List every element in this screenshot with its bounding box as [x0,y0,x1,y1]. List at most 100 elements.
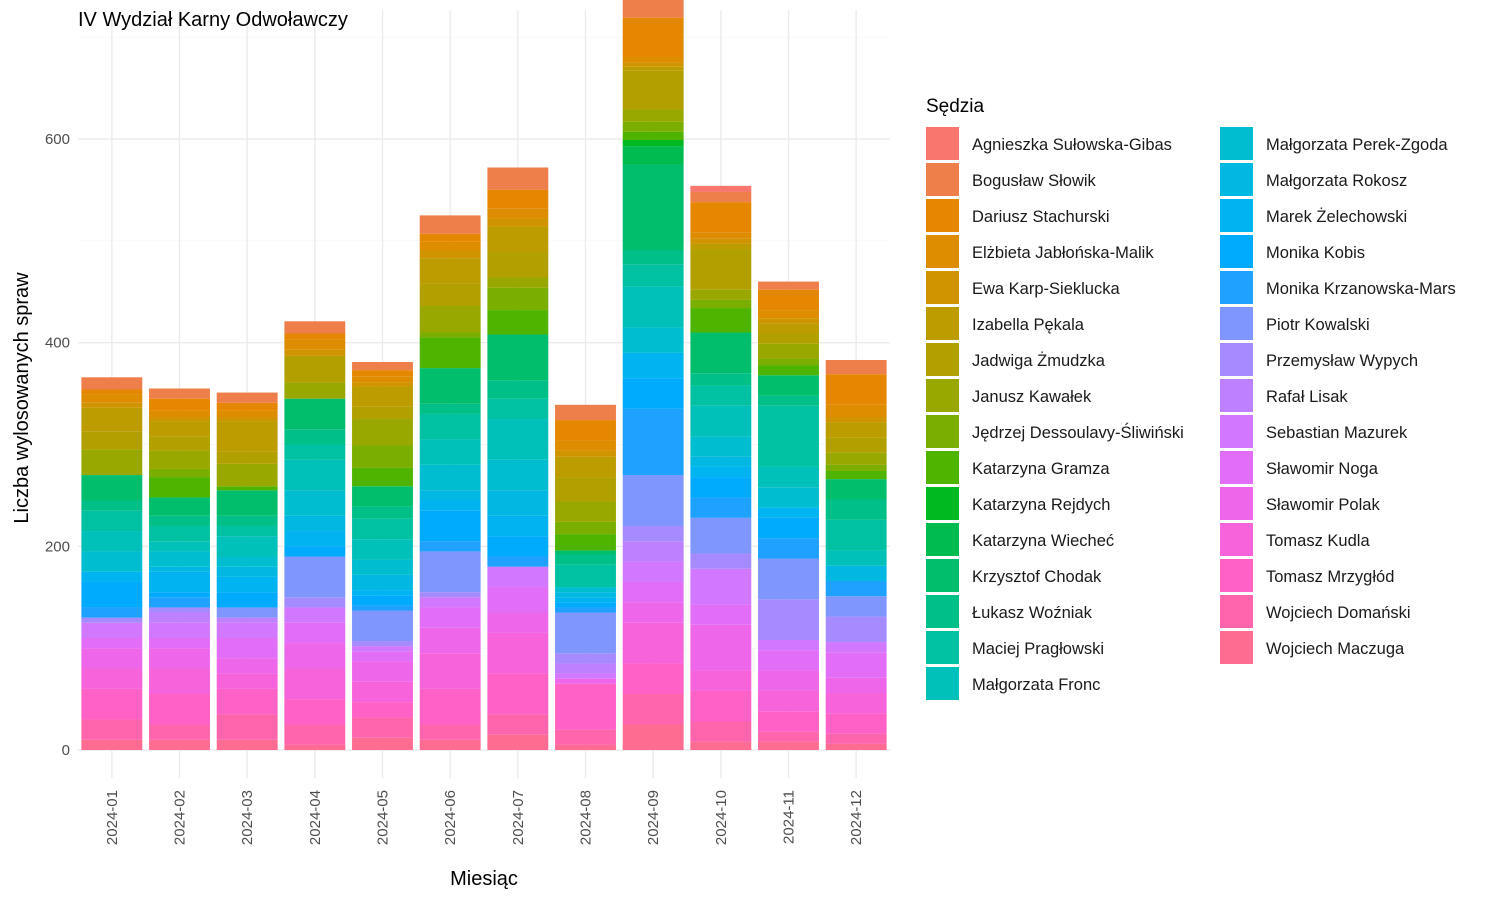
bar-segment: Elżbieta Jabłońska-Malik: 6 [149,410,210,418]
legend-swatch [926,379,959,412]
bar-segment: Jadwiga Żmudzka: 10 [758,333,819,344]
bar-segment: Elżbieta Jabłońska-Malik: 8 [758,310,819,319]
bar-segment: Monika Kobis: 5 [149,592,210,598]
bar-segment: Krzysztof Chodak: 20 [825,479,887,500]
bar-segment: Katarzyna Gramza: 8 [825,470,887,480]
bar-segment: Jadwiga Żmudzka: 25 [487,252,549,278]
bar-segment: Monika Krzanowska-Mars: 65 [622,408,684,476]
bar-segment: Monika Kobis: 25 [81,581,143,608]
bar-segment: Izabella Pękala: 5 [690,243,752,249]
bar-segment: Małgorzata Perek-Zgoda: 30 [487,459,549,491]
legend-swatch [1220,523,1253,556]
x-tick-label: 2024-10 [713,790,730,845]
bar-segment: Wojciech Maczuga: 10 [419,739,481,750]
bar-segment: Janusz Kawałek: 20 [555,501,616,522]
bar-segment: Piotr Kowalski: 20 [825,596,887,617]
bar-segment: Małgorzata Rokosz: 15 [284,515,346,532]
bar-segment: Ewa Karp-Sieklucka: 4 [216,417,278,422]
bar-segment: Łukasz Woźniak: 12 [352,506,413,519]
bar-segment: Łukasz Woźniak: 12 [690,373,752,386]
bar-segment: Tomasz Kudla: 20 [758,690,819,712]
legend-label: Sławomir Noga [1266,460,1379,478]
bar-segment: Bogusław Słowik: 10 [216,392,278,403]
bar-segment: Maciej Pragłowski: 22 [555,564,616,588]
bar-segment: Sławomir Polak: 20 [81,648,143,669]
bar-segment: Małgorzata Fronc: 20 [352,539,413,560]
bar-segment: Krzysztof Chodak: 30 [284,398,346,430]
bar-segment: Małgorzata Fronc: 40 [622,286,684,328]
bar-segment: Piotr Kowalski: 40 [758,558,819,600]
legend-swatch [1220,415,1253,448]
legend-swatch [1220,487,1253,520]
bar-segment: Tomasz Mrzygłód: 40 [487,673,549,715]
bar-segment: Małgorzata Perek-Zgoda: 25 [419,464,481,491]
bar-segment: Janusz Kawałek: 10 [487,277,549,288]
bar-segment: Katarzyna Gramza: 4 [216,486,278,491]
legend-item: Janusz Kawałek [926,379,1092,412]
bar-segment: Monika Krzanowska-Mars: 10 [149,597,210,608]
legend-item: Monika Kobis [1220,235,1365,268]
bar-segment: Tomasz Mrzygłód: 35 [419,688,481,725]
bar-segment: Elżbieta Jabłońska-Malik: 10 [284,339,346,350]
bar-segment: Izabella Pękala: 25 [419,258,481,284]
legend-label: Tomasz Kudla [1266,532,1370,550]
bar-segment: Ewa Karp-Sieklucka: 4 [149,417,210,422]
bar-segment: Tomasz Mrzygłód: 30 [622,663,684,694]
bar-segment: Sławomir Noga: 10 [149,637,210,649]
bar-segment: Małgorzata Perek-Zgoda: 25 [284,490,346,516]
legend-swatch [1220,235,1253,268]
legend-swatch [1220,307,1253,340]
bar-segment: Tomasz Mrzygłód: 45 [555,683,616,730]
bar-segment: Izabella Pękala: 15 [825,422,887,438]
bar-segment: Rafał Lisak: 5 [216,617,278,623]
bar-segment: Tomasz Mrzygłód: 20 [758,711,819,732]
bar-segment: Tomasz Kudla: 20 [825,692,887,714]
bar-segment: Sebastian Mazurek: 15 [81,622,143,638]
bar-segment: Maciej Pragłowski: 25 [419,413,481,440]
bar-segment: Tomasz Kudla: 20 [352,681,413,703]
bar-segment: Dariusz Stachurski: 18 [487,189,549,209]
legend-swatch [1220,343,1253,376]
bars: Wojciech Maczuga: 10Wojciech Domański: 2… [81,0,887,750]
bar-segment: Tomasz Kudla: 20 [690,670,752,691]
bar-segment: Marek Żelechowski: 10 [419,500,481,511]
bar-segment: Elżbieta Jabłońska-Malik: 6 [352,376,413,383]
legend-swatch [926,631,959,664]
legend-item: Sebastian Mazurek [1220,415,1408,448]
legend-label: Małgorzata Perek-Zgoda [1266,136,1448,154]
bar-segment: Katarzyna Gramza: 24 [690,308,752,333]
bar-segment: Monika Krzanowska-Mars: 10 [419,541,481,552]
legend-label: Katarzyna Gramza [972,460,1110,478]
x-tick-label: 2024-09 [645,790,662,845]
bar-segment: Tomasz Mrzygłód: 30 [81,688,143,720]
bar-segment: Elżbieta Jabłońska-Malik: 10 [555,440,616,451]
bar-segment: Sebastian Mazurek: 20 [622,561,684,582]
legend-item: Jędrzej Dessoulavy-Śliwiński [926,415,1184,448]
bar-segment: Piotr Kowalski: 35 [690,517,752,554]
bar-segment: Przemysław Wypych: 15 [622,525,684,542]
legend-label: Monika Kobis [1266,244,1365,262]
legend-label: Maciej Pragłowski [972,640,1104,658]
legend-item: Tomasz Mrzygłód [1220,559,1394,592]
bar-segment: Sławomir Noga: 20 [216,637,278,659]
bar-segment: Katarzyna Gramza: 20 [149,477,210,498]
bar-segment: Małgorzata Perek-Zgoda: 15 [352,559,413,575]
bar-segment: Katarzyna Gramza: 30 [419,337,481,369]
bar-segment: Piotr Kowalski: 10 [216,607,278,618]
bar-segment: Krzysztof Chodak: 45 [487,334,549,381]
legend-label: Sebastian Mazurek [1266,424,1408,442]
bar-segment: Elżbieta Jabłońska-Malik: 8 [419,241,481,250]
bar-segment: Sławomir Noga: 20 [419,607,481,628]
legend-item: Tomasz Kudla [1220,523,1370,556]
bar-segment: Dariusz Stachurski: 30 [690,202,752,233]
legend-label: Katarzyna Rejdych [972,496,1111,514]
chart-title: IV Wydział Karny Odwoławczy [78,9,348,31]
bar-segment: Agnieszka Sułowska-Gibas: 6 [690,185,752,192]
legend-label: Małgorzata Rokosz [1266,172,1407,190]
bar-segment: Sebastian Mazurek: 35 [690,568,752,605]
legend-item: Bogusław Słowik [926,163,1097,196]
bar-segment: Elżbieta Jabłońska-Malik: 8 [81,394,143,403]
bar-segment: Łukasz Woźniak: 10 [149,515,210,526]
legend-label: Wojciech Maczuga [1266,640,1405,658]
bar-segment: Krzysztof Chodak: 35 [419,368,481,404]
